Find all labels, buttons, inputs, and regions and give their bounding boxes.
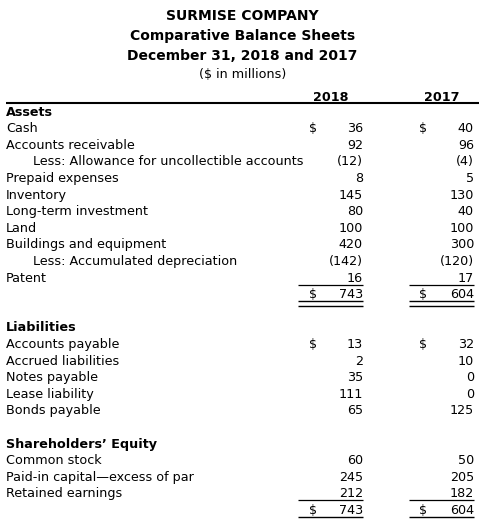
- Text: $: $: [308, 338, 316, 351]
- Text: Buildings and equipment: Buildings and equipment: [6, 239, 166, 252]
- Text: December 31, 2018 and 2017: December 31, 2018 and 2017: [127, 49, 357, 63]
- Text: 32: 32: [457, 338, 473, 351]
- Text: 60: 60: [346, 454, 363, 467]
- Text: 100: 100: [449, 222, 473, 235]
- Text: Bonds payable: Bonds payable: [6, 405, 101, 418]
- Text: 10: 10: [457, 354, 473, 367]
- Text: 604: 604: [449, 504, 473, 517]
- Text: Accrued liabilities: Accrued liabilities: [6, 354, 119, 367]
- Text: 35: 35: [346, 371, 363, 384]
- Text: 182: 182: [449, 488, 473, 501]
- Text: 2017: 2017: [423, 91, 458, 104]
- Text: Land: Land: [6, 222, 37, 235]
- Text: (142): (142): [328, 255, 363, 268]
- Text: 0: 0: [465, 371, 473, 384]
- Text: Accounts receivable: Accounts receivable: [6, 139, 135, 152]
- Text: 300: 300: [449, 239, 473, 252]
- Text: Accounts payable: Accounts payable: [6, 338, 120, 351]
- Text: 50: 50: [457, 454, 473, 467]
- Text: 65: 65: [346, 405, 363, 418]
- Text: Retained earnings: Retained earnings: [6, 488, 122, 501]
- Text: 743: 743: [338, 504, 363, 517]
- Text: Cash: Cash: [6, 122, 38, 135]
- Text: $: $: [308, 504, 316, 517]
- Text: 2018: 2018: [312, 91, 348, 104]
- Text: 5: 5: [465, 172, 473, 185]
- Text: 96: 96: [457, 139, 473, 152]
- Text: 13: 13: [346, 338, 363, 351]
- Text: Comparative Balance Sheets: Comparative Balance Sheets: [130, 29, 354, 43]
- Text: $: $: [419, 338, 426, 351]
- Text: 80: 80: [346, 205, 363, 218]
- Text: 212: 212: [338, 488, 363, 501]
- Text: 40: 40: [457, 122, 473, 135]
- Text: (4): (4): [455, 156, 473, 169]
- Text: $: $: [419, 122, 426, 135]
- Text: 145: 145: [338, 188, 363, 201]
- Text: Prepaid expenses: Prepaid expenses: [6, 172, 119, 185]
- Text: 2: 2: [354, 354, 363, 367]
- Text: 100: 100: [338, 222, 363, 235]
- Text: 130: 130: [449, 188, 473, 201]
- Text: 16: 16: [346, 271, 363, 284]
- Text: Assets: Assets: [6, 105, 53, 118]
- Text: Less: Accumulated depreciation: Less: Accumulated depreciation: [32, 255, 237, 268]
- Text: Long-term investment: Long-term investment: [6, 205, 148, 218]
- Text: $: $: [419, 288, 426, 301]
- Text: Lease liability: Lease liability: [6, 388, 94, 401]
- Text: Shareholders’ Equity: Shareholders’ Equity: [6, 437, 157, 450]
- Text: SURMISE COMPANY: SURMISE COMPANY: [166, 9, 318, 23]
- Text: Common stock: Common stock: [6, 454, 102, 467]
- Text: 36: 36: [346, 122, 363, 135]
- Text: 0: 0: [465, 388, 473, 401]
- Text: 111: 111: [338, 388, 363, 401]
- Text: $: $: [308, 122, 316, 135]
- Text: Liabilities: Liabilities: [6, 322, 76, 335]
- Text: 17: 17: [457, 271, 473, 284]
- Text: Notes payable: Notes payable: [6, 371, 98, 384]
- Text: 420: 420: [338, 239, 363, 252]
- Text: 125: 125: [449, 405, 473, 418]
- Text: 92: 92: [347, 139, 363, 152]
- Text: 743: 743: [338, 288, 363, 301]
- Text: 245: 245: [338, 471, 363, 484]
- Text: $: $: [419, 504, 426, 517]
- Text: ($ in millions): ($ in millions): [198, 68, 286, 81]
- Text: (12): (12): [336, 156, 363, 169]
- Text: 205: 205: [449, 471, 473, 484]
- Text: (120): (120): [439, 255, 473, 268]
- Text: 8: 8: [354, 172, 363, 185]
- Text: Less: Allowance for uncollectible accounts: Less: Allowance for uncollectible accoun…: [32, 156, 302, 169]
- Text: 604: 604: [449, 288, 473, 301]
- Text: Inventory: Inventory: [6, 188, 67, 201]
- Text: Paid-in capital—excess of par: Paid-in capital—excess of par: [6, 471, 194, 484]
- Text: $: $: [308, 288, 316, 301]
- Text: 40: 40: [457, 205, 473, 218]
- Text: Patent: Patent: [6, 271, 47, 284]
